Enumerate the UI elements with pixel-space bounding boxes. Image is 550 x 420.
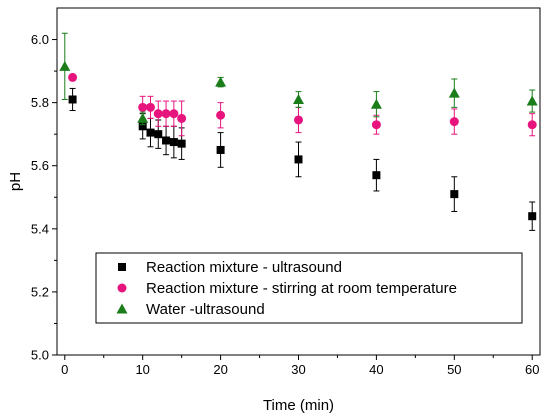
x-tick-label: 50 [447,362,461,377]
data-point [138,102,148,112]
data-point [450,190,459,199]
series-0 [68,87,537,231]
y-tick-label: 5.4 [31,221,49,236]
data-point [59,60,71,71]
data-point [371,120,381,130]
x-tick-label: 0 [61,362,68,377]
data-point [372,171,381,180]
data-point [145,102,155,112]
y-tick-label: 5.8 [31,95,49,110]
data-point [526,95,538,106]
legend-label: Water -ultrasound [146,301,265,318]
legend-box [95,252,523,324]
x-axis-label: Time (min) [263,397,334,414]
data-point [215,76,227,87]
data-point [293,93,304,104]
y-tick-label: 5.0 [31,348,49,363]
data-point [138,122,147,131]
data-point [370,98,382,109]
legend-label: Reaction mixture - stirring at room temp… [146,280,457,297]
data-point [448,87,460,98]
data-point [169,138,178,147]
data-point [162,136,171,145]
series-2 [59,32,538,126]
legend-marker [117,283,127,293]
data-point [177,139,186,148]
y-tick-label: 5.6 [31,158,49,173]
x-tick-label: 40 [369,362,383,377]
data-point [527,120,537,130]
data-point [68,72,78,82]
data-point [294,115,303,125]
series-1 [68,72,537,137]
data-point [146,128,155,137]
data-point [169,109,179,119]
x-tick-label: 60 [525,362,539,377]
data-point [177,113,187,123]
x-tick-label: 10 [135,362,149,377]
data-point [528,212,537,221]
data-point [137,112,149,123]
y-tick-label: 5.2 [31,284,49,299]
legend-label: Reaction mixture - ultrasound [146,259,342,276]
data-point [449,117,459,127]
data-point [154,130,163,139]
y-axis-label: pH [7,172,24,191]
x-tick-label: 30 [291,362,305,377]
data-point [216,145,225,154]
data-point [294,155,303,164]
x-tick-label: 20 [213,362,227,377]
data-point [161,109,171,119]
data-point [153,109,163,119]
y-tick-label: 6.0 [31,32,49,47]
data-point [216,110,226,120]
data-point [68,95,77,104]
legend-marker [118,263,126,271]
legend-marker [116,303,128,314]
